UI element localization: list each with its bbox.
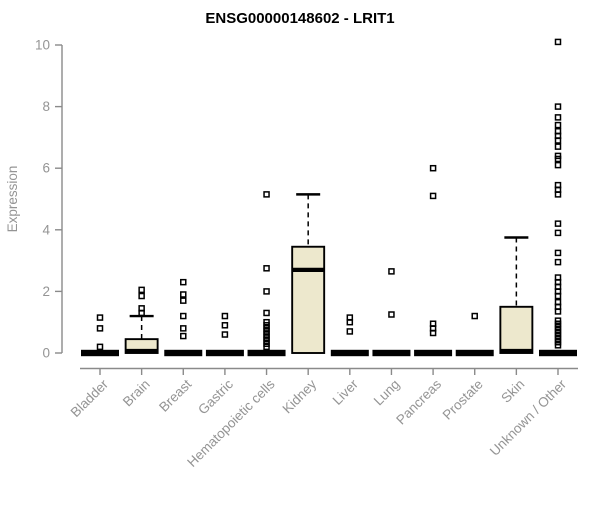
outlier-point — [346, 328, 354, 335]
x-tick-label: Pancreas — [393, 376, 444, 427]
collapsed-box — [164, 349, 203, 357]
outlier-point — [96, 325, 104, 332]
outlier-point — [429, 164, 437, 172]
collapsed-box — [414, 349, 453, 357]
chart-title: ENSG00000148602 - LRIT1 — [205, 10, 394, 27]
boxplot-unknown-other — [538, 38, 577, 357]
collapsed-box — [330, 349, 369, 357]
collapsed-box — [247, 349, 286, 357]
x-tick-label: Kidney — [280, 376, 320, 416]
y-tick-label: 8 — [42, 99, 50, 114]
outlier-point — [554, 103, 562, 110]
y-tick-label: 2 — [42, 284, 50, 299]
outlier-point — [554, 38, 562, 46]
outlier-point — [346, 318, 354, 326]
outlier-point — [263, 191, 270, 198]
outlier-point — [221, 322, 229, 329]
boxplot-kidney — [291, 193, 326, 354]
outlier-point — [263, 309, 270, 317]
x-tick-label: Lung — [371, 377, 403, 409]
x-tick-label: Bladder — [68, 376, 112, 420]
outlier-point — [554, 143, 562, 150]
outlier-point — [138, 309, 145, 317]
collapsed-box — [81, 349, 119, 357]
outlier-point — [554, 308, 562, 315]
collapsed-box — [372, 349, 411, 357]
boxplot-pancreas — [414, 164, 453, 357]
outlier-point — [429, 192, 437, 200]
outlier-point — [429, 329, 437, 337]
boxplot-series — [81, 38, 577, 357]
outlier-point — [180, 312, 187, 320]
outlier-point — [138, 286, 145, 294]
collapsed-box — [455, 349, 494, 357]
outlier-point — [554, 292, 562, 300]
outlier-point — [263, 288, 270, 295]
outlier-point — [554, 114, 562, 121]
outlier-point — [221, 331, 229, 338]
box — [499, 305, 534, 354]
outlier-point — [263, 265, 270, 272]
boxplot-prostate — [455, 312, 494, 357]
box — [291, 245, 326, 354]
outlier-point — [388, 268, 395, 275]
collapsed-box — [538, 349, 577, 357]
outlier-point — [180, 332, 187, 340]
collapsed-box — [205, 349, 244, 357]
outlier-point — [554, 258, 562, 266]
x-tick-label: Gastric — [195, 376, 236, 417]
outlier-point — [554, 342, 562, 349]
x-tick-label: Unknown / Other — [487, 376, 570, 459]
boxplot-breast — [164, 278, 203, 357]
outlier-point — [96, 343, 104, 351]
outlier-point — [388, 311, 395, 318]
boxplot-bladder — [81, 314, 119, 357]
x-tick-label: Prostate — [440, 377, 486, 423]
outlier-point — [554, 161, 562, 169]
outlier-point — [263, 343, 270, 351]
y-axis-label: Expression — [5, 166, 20, 233]
y-tick-label: 10 — [35, 38, 50, 53]
outlier-point — [180, 325, 187, 332]
boxplot-skin — [499, 236, 534, 354]
outlier-point — [96, 314, 104, 321]
y-tick-label: 0 — [42, 346, 50, 361]
outlier-point — [554, 137, 562, 144]
x-tick-label: Breast — [156, 376, 194, 414]
outlier-point — [180, 297, 187, 304]
outlier-point — [471, 312, 478, 320]
y-tick-label: 4 — [42, 222, 50, 237]
outlier-point — [554, 155, 562, 163]
outlier-point — [138, 292, 145, 300]
x-tick-label: Liver — [330, 376, 362, 408]
outlier-point — [554, 191, 562, 198]
boxplot-hematopoietic-cells — [247, 191, 286, 357]
boxplot-brain — [124, 286, 159, 354]
outlier-point — [554, 229, 562, 237]
boxplot-gastric — [205, 312, 244, 357]
outlier-point — [180, 278, 187, 286]
outlier-point — [221, 312, 229, 320]
y-tick-label: 6 — [42, 161, 50, 176]
outlier-point — [554, 121, 562, 129]
boxplot-lung — [372, 268, 411, 357]
boxplot-liver — [330, 314, 369, 357]
outlier-point — [554, 220, 562, 227]
outlier-point — [180, 291, 187, 298]
x-tick-label: Skin — [498, 377, 527, 406]
outlier-point — [554, 249, 562, 257]
x-tick-label: Brain — [120, 377, 153, 410]
